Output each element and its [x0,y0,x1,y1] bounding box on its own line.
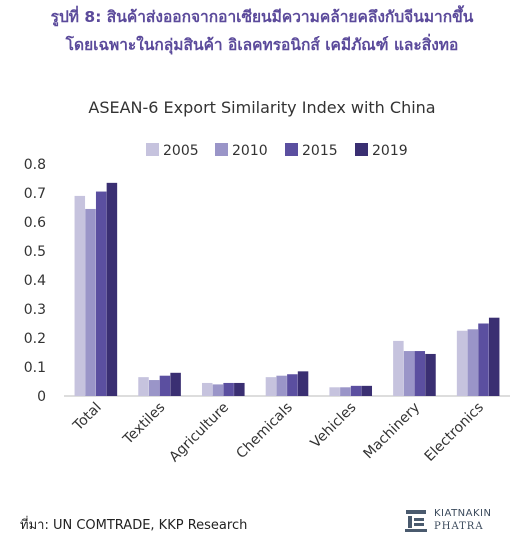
bar-machinery-2015 [414,351,426,396]
bar-agriculture-2019 [234,382,245,396]
bar-agriculture-2010 [212,384,224,396]
y-axis: 0 0.1 0.2 0.3 0.4 0.5 0.6 0.7 0.8 [24,157,46,405]
bar-electronics-2019 [488,317,500,396]
bar-textiles-2010 [148,380,160,396]
bar-machinery-2010 [403,351,415,396]
x-tick-label: Chemicals [233,400,295,462]
y-tick-label: 0.3 [24,302,46,318]
figure-title-line2: โดยเฉพาะในกลุ่มสินค้า อิเลคทรอนิกส์ เคมี… [65,36,459,54]
bar-textiles-2019 [170,372,181,396]
legend: 2005 2010 2015 2019 [146,143,408,159]
y-tick-label: 0.2 [24,331,46,347]
source-note: ที่มา: UN COMTRADE, KKP Research [20,518,248,533]
legend-swatch [146,143,159,156]
x-tick-label: Electronics [422,400,487,465]
chart-title: ASEAN-6 Export Similarity Index with Chi… [88,98,435,117]
bar-chemicals-2010 [276,375,287,396]
y-tick-label: 0.4 [24,273,46,289]
logo-text-line1: KIATNAKIN [434,508,492,519]
bar-vehicles-2015 [350,385,362,396]
bar-vehicles-2019 [361,385,373,396]
y-tick-label: 0.7 [24,186,46,202]
bar-textiles-2015 [159,375,171,396]
bar-machinery-2019 [425,353,436,396]
y-tick-label: 0.8 [24,157,46,173]
bar-electronics-2010 [467,329,479,396]
bar-electronics-2015 [478,323,489,396]
bar-chemicals-2015 [287,374,298,396]
y-tick-label: 0.1 [24,360,46,376]
legend-swatch [285,143,298,156]
bars [74,182,500,396]
legend-swatch [355,143,368,156]
x-tick-label: Vehicles [308,400,360,452]
legend-swatch [215,143,228,156]
bar-total-2019 [106,182,118,396]
bar-electronics-2005 [456,330,468,396]
bar-chemicals-2019 [297,371,309,396]
figure-title-line1: รูปที่ 8: สินค้าส่งออกจากอาเซียนมีความคล… [50,8,474,26]
legend-label: 2019 [372,143,408,159]
legend-label: 2005 [163,143,199,159]
y-tick-label: 0.5 [24,244,46,260]
y-tick-label: 0 [37,389,46,405]
x-tick-label: Textiles [120,400,169,449]
y-tick-label: 0.6 [24,215,46,231]
bar-textiles-2005 [138,377,149,396]
x-tick-label: Machinery [361,400,424,463]
bar-agriculture-2015 [223,382,234,396]
x-tick-label: Agriculture [166,400,232,466]
bar-vehicles-2005 [329,387,340,396]
bar-agriculture-2005 [201,382,213,396]
legend-label: 2015 [302,143,338,159]
bar-total-2005 [74,195,86,396]
x-tick-label: Total [70,400,105,435]
bar-chemicals-2005 [265,377,277,396]
bar-total-2010 [85,208,96,396]
logo-text-line2: PHATRA [434,521,484,532]
bar-vehicles-2010 [340,387,351,396]
legend-label: 2010 [232,143,268,159]
brand-logo: KIATNAKIN PHATRA [404,506,516,536]
bar-machinery-2005 [393,340,404,396]
kkp-logo-icon [405,510,427,532]
bar-total-2015 [95,191,107,396]
